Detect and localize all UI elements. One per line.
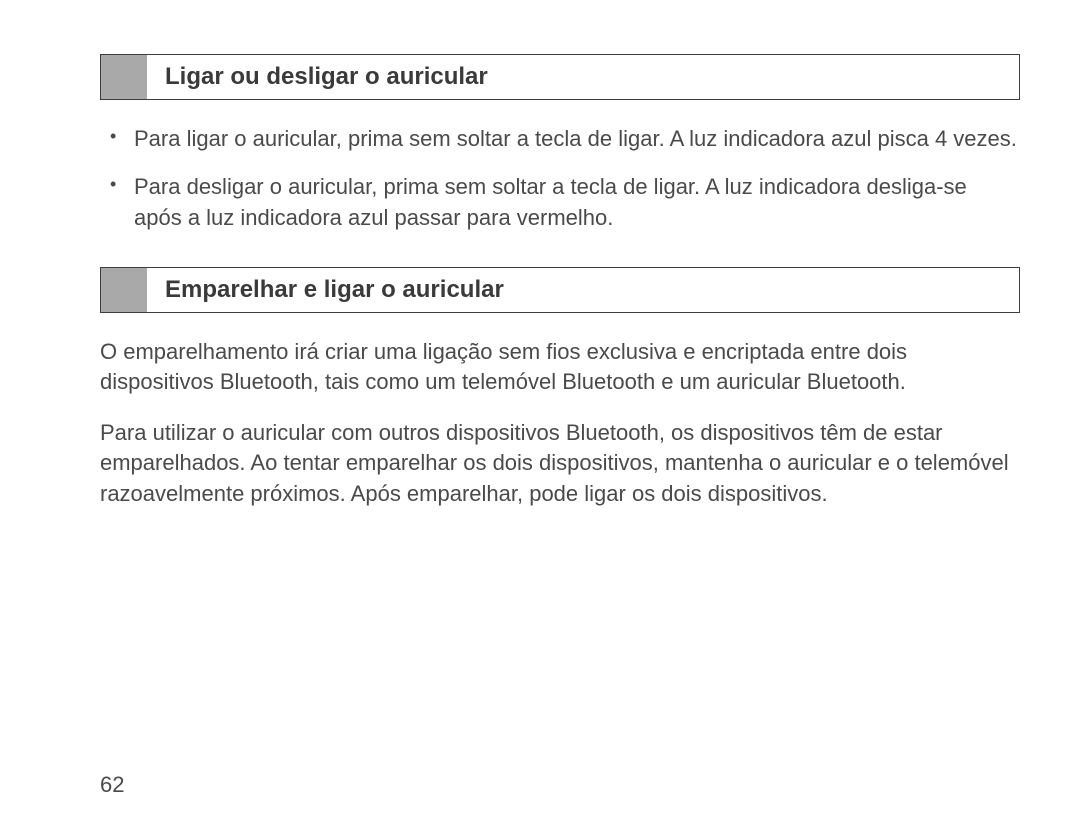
pairing-paragraph: O emparelhamento irá criar uma ligação s… <box>100 337 1020 398</box>
section-tab-icon <box>101 268 147 312</box>
power-bullet-list: Para ligar o auricular, prima sem soltar… <box>100 124 1020 233</box>
manual-page: Ligar ou desligar o auricular Para ligar… <box>0 0 1080 840</box>
section-title: Emparelhar e ligar o auricular <box>147 268 1019 312</box>
list-item: Para desligar o auricular, prima sem sol… <box>134 172 1020 233</box>
section-title: Ligar ou desligar o auricular <box>147 55 1019 99</box>
section-header-power: Ligar ou desligar o auricular <box>100 54 1020 100</box>
section-header-pairing: Emparelhar e ligar o auricular <box>100 267 1020 313</box>
page-number: 62 <box>100 772 124 798</box>
pairing-paragraph: Para utilizar o auricular com outros dis… <box>100 418 1020 509</box>
section-tab-icon <box>101 55 147 99</box>
list-item: Para ligar o auricular, prima sem soltar… <box>134 124 1020 154</box>
